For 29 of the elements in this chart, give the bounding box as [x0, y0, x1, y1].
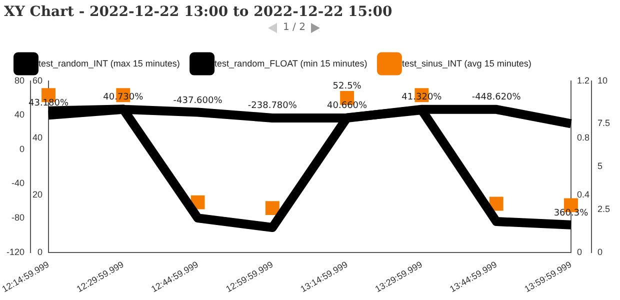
- text: 2.5: [597, 204, 610, 214]
- legend-label: test_sinus_INT (avg 15 minutes): [402, 58, 532, 68]
- annotation: -238.780%: [248, 101, 298, 112]
- y-tick-label: -40: [11, 178, 24, 188]
- y3-tick-label: 0.8: [576, 132, 590, 142]
- text: 10: [597, 75, 608, 86]
- text: 1 / 2: [283, 22, 306, 33]
- legend-label: test_random_INT (max 15 minutes): [38, 58, 180, 68]
- y3-tick-label: 0: [576, 246, 582, 257]
- annotation: -437.600%: [173, 96, 223, 106]
- text: 0: [597, 246, 603, 257]
- y2-tick-label: 20: [32, 190, 43, 200]
- text: 7.5: [597, 118, 610, 128]
- y-tick-label: 40: [14, 110, 24, 120]
- y-tick-label: 0: [19, 144, 24, 154]
- annotation: -448.620%: [472, 92, 522, 102]
- text: 5: [597, 161, 603, 172]
- y3-tick-label: 0.4: [576, 190, 590, 200]
- chart-title: XY Chart - 2022-12-22 13:00 to 2022-12-22 15:00: [4, 4, 392, 20]
- y-tick-label: -80: [11, 212, 24, 223]
- legend-label: test_random_FLOAT (min 15 minutes): [214, 58, 368, 68]
- y3-tick-label: 1.2: [576, 75, 590, 86]
- y-tick-label: -120: [6, 246, 24, 257]
- y2-tick-label: 0: [37, 246, 43, 257]
- y-tick-label: 80: [14, 75, 24, 86]
- y2-tick-label: 40: [32, 132, 43, 142]
- annotation: 40.660%: [327, 101, 368, 112]
- y2-tick-label: 60: [32, 75, 43, 86]
- annotation: 52.5%: [332, 81, 362, 92]
